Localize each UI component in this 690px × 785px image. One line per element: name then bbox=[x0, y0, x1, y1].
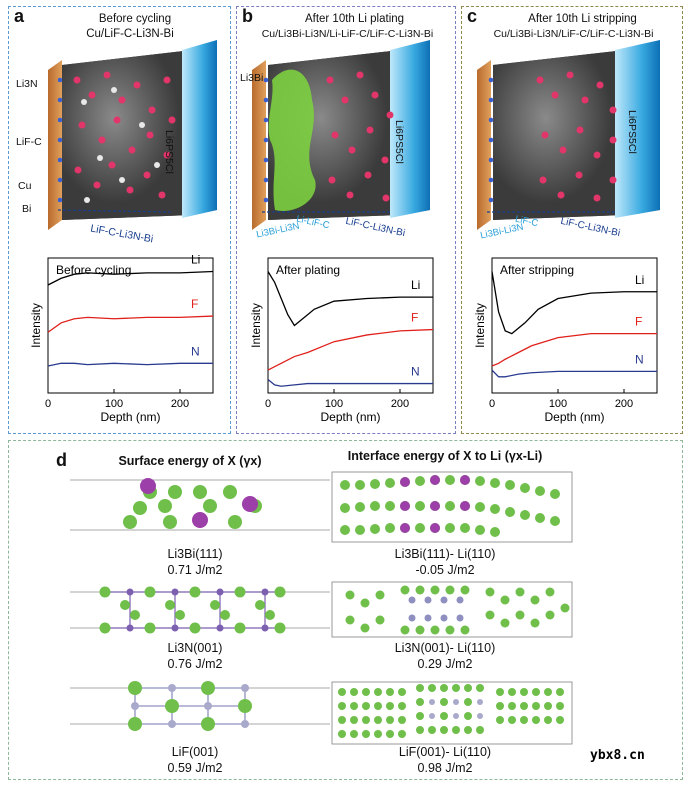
interface-name-2: Li3N(001)- Li(110) bbox=[394, 641, 496, 655]
panel-d-frame bbox=[8, 440, 683, 780]
interface-energy-1: -0.05 J/m2 bbox=[415, 563, 475, 577]
x-tick-label: 200 bbox=[615, 398, 633, 410]
chart-title: After stripping bbox=[500, 263, 574, 277]
panel-b-letter: b bbox=[242, 6, 253, 26]
panel-a-title-2: Cu/LiF-C-Li3N-Bi bbox=[86, 28, 174, 40]
panel-d-letter: d bbox=[56, 450, 67, 470]
electrolyte-c: Li6PS5Cl bbox=[626, 110, 638, 154]
x-tick-label: 200 bbox=[171, 398, 189, 410]
plot-area bbox=[47, 257, 214, 394]
x-tick-label: 200 bbox=[391, 398, 409, 410]
electrolyte-b: Li6PS5Cl bbox=[393, 120, 405, 164]
series-line-li bbox=[267, 271, 433, 327]
label-bi: Bi bbox=[22, 203, 32, 215]
panel-c-title-1: After 10th Li stripping bbox=[528, 13, 637, 25]
panel-c-title-2: Cu/Li3Bi-Li3N/LiF-C/LiF-C-Li3N-Bi bbox=[493, 28, 654, 40]
panel-b-frame bbox=[236, 6, 456, 434]
series-line-li bbox=[47, 270, 214, 286]
series-line-n bbox=[491, 369, 657, 378]
panel-a-frame bbox=[8, 6, 231, 434]
series-label-li: Li bbox=[191, 253, 200, 267]
series-label-f: F bbox=[411, 311, 418, 325]
y-axis-label: Intensity bbox=[473, 303, 487, 348]
series-line-f bbox=[267, 328, 434, 371]
surface-energy-1: 0.71 J/m2 bbox=[167, 563, 223, 577]
label-li3n: Li3N bbox=[16, 78, 38, 90]
x-tick-label: 100 bbox=[105, 398, 123, 410]
panel-c-letter: c bbox=[467, 6, 478, 26]
panel-d-right-header: Interface energy of X to Li (γx-Li) bbox=[347, 449, 543, 463]
electrolyte-a: Li6PS5Cl bbox=[163, 130, 175, 174]
surface-name-1: Li3Bi(111) bbox=[167, 547, 223, 561]
series-label-li: Li bbox=[411, 278, 420, 292]
interface-energy-3: 0.98 J/m2 bbox=[417, 761, 473, 775]
depth-profile-chart-c: After stripping Li F N 0 100 200 Depth (nm) Inte… bbox=[473, 257, 658, 424]
x-tick-label: 0 bbox=[265, 398, 271, 410]
panel-c-frame bbox=[461, 6, 683, 434]
series-line-li bbox=[491, 271, 657, 335]
panel-b-title-2: Cu/Li3Bi-Li3N/Li-LiF-C/LiF-C-Li3N-Bi bbox=[261, 28, 434, 40]
x-axis-label: Depth (nm) bbox=[320, 410, 380, 424]
x-tick-label: 0 bbox=[45, 398, 51, 410]
schematic-a bbox=[48, 40, 217, 230]
label-lif-c: LiF-C bbox=[16, 136, 42, 148]
series-label-n: N bbox=[191, 344, 200, 358]
crystal-structures bbox=[70, 471, 573, 745]
plot-area bbox=[491, 257, 658, 394]
label-cu: Cu bbox=[18, 180, 32, 192]
surface-energy-3: 0.59 J/m2 bbox=[167, 761, 223, 775]
watermark: ybx8.cn bbox=[590, 748, 645, 763]
series-label-n: N bbox=[411, 365, 420, 379]
x-tick-label: 100 bbox=[325, 398, 343, 410]
panel-a-letter: a bbox=[14, 6, 25, 26]
interface-name-3: LiF(001)- Li(110) bbox=[398, 745, 492, 759]
chart-title: After plating bbox=[276, 263, 340, 277]
x-tick-label: 100 bbox=[549, 398, 567, 410]
panel-b-title-1: After 10th Li plating bbox=[304, 13, 405, 25]
y-axis-label: Intensity bbox=[29, 303, 43, 348]
chart-title: Before cycling bbox=[56, 263, 131, 277]
surface-energy-2: 0.76 J/m2 bbox=[167, 657, 223, 671]
interface-energy-2: 0.29 J/m2 bbox=[417, 657, 473, 671]
series-label-f: F bbox=[191, 297, 198, 311]
series-line-f bbox=[491, 332, 657, 367]
schematic-c bbox=[477, 40, 660, 230]
schematic-b bbox=[252, 40, 430, 230]
surface-name-3: LiF(001) bbox=[171, 745, 219, 759]
series-line-n bbox=[47, 362, 213, 367]
y-axis-label: Intensity bbox=[249, 303, 263, 348]
depth-profile-chart-b: After plating Li F N 0 100 200 Depth (nm) Intens… bbox=[249, 257, 434, 424]
depth-profile-chart-a: Before cycling Li F N 0 100 200 Depth (nm) Inten… bbox=[29, 253, 214, 424]
surface-name-2: Li3N(001) bbox=[167, 641, 223, 655]
x-axis-label: Depth (nm) bbox=[544, 410, 604, 424]
x-axis-label: Depth (nm) bbox=[100, 410, 160, 424]
series-line-f bbox=[47, 315, 214, 333]
x-tick-label: 0 bbox=[489, 398, 495, 410]
series-label-f: F bbox=[635, 315, 642, 329]
interface-name-1: Li3Bi(111)- Li(110) bbox=[394, 547, 496, 561]
series-label-li: Li bbox=[635, 273, 644, 287]
plot-area bbox=[267, 257, 434, 394]
label-li3bi: Li3Bi bbox=[240, 72, 264, 84]
panel-d-left-header: Surface energy of X (γx) bbox=[118, 454, 262, 468]
panel-a-title-1: Before cycling bbox=[98, 13, 172, 25]
series-line-n bbox=[267, 378, 433, 387]
series-label-n: N bbox=[635, 352, 644, 366]
